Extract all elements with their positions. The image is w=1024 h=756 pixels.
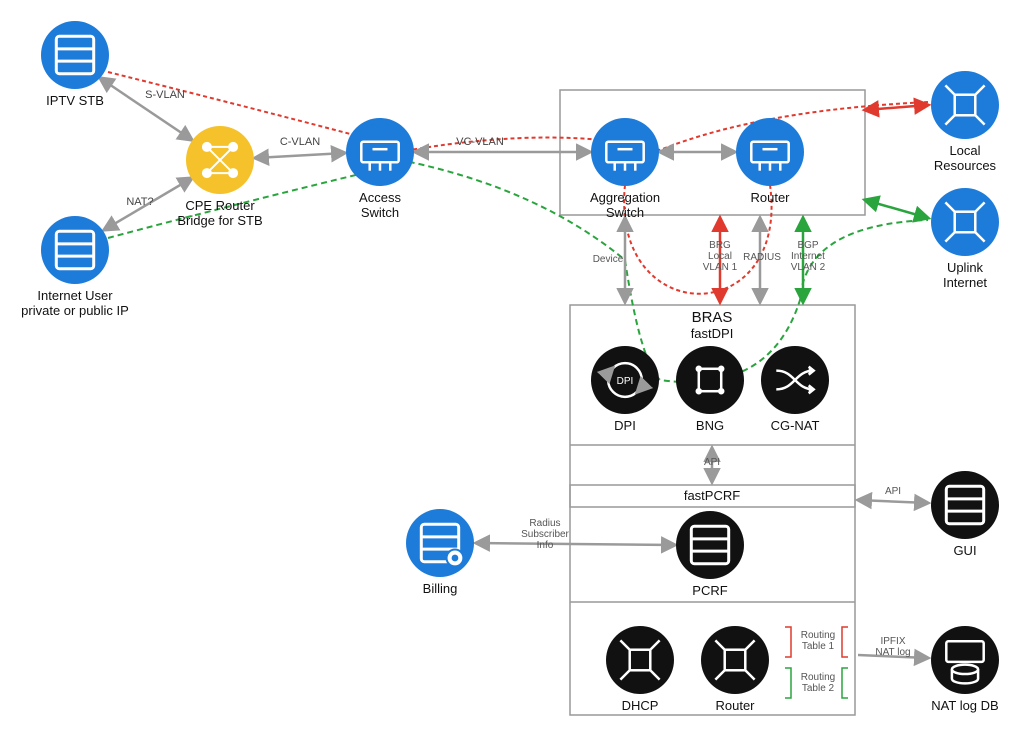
svg-text:Billing: Billing	[423, 581, 458, 596]
lbl-bill2: Subscriber	[521, 529, 569, 540]
svg-text:Access: Access	[359, 190, 401, 205]
lbl-radius: RADIUS	[743, 252, 781, 263]
edge-iptv-cpe	[100, 78, 192, 140]
lbl-bill3: Info	[537, 540, 554, 551]
svg-text:CPE Router: CPE Router	[185, 198, 255, 213]
node-iptv: IPTV STB	[41, 21, 109, 108]
lbl-bill1: Radius	[529, 518, 560, 529]
node-dpi: DPI DPI	[591, 346, 659, 433]
lbl-bgp2: Internet	[791, 251, 825, 262]
node-billing: Billing	[406, 509, 474, 596]
svg-text:Switch: Switch	[361, 205, 399, 220]
svg-text:Router: Router	[750, 190, 790, 205]
lbl-rt2a: Routing	[801, 672, 835, 683]
node-local: LocalResources	[931, 71, 999, 173]
lbl-nat: NAT?	[126, 196, 153, 208]
edge-pcrf-billing	[476, 543, 675, 545]
edge-cpe-access	[255, 153, 345, 158]
node-natdb: NAT log DB	[931, 626, 999, 713]
svg-text:CG-NAT: CG-NAT	[771, 418, 820, 433]
svg-text:Internet: Internet	[943, 275, 987, 290]
node-access: AccessSwitch	[346, 118, 414, 220]
node-dhcp: DHCP	[606, 626, 674, 713]
node-cgnat: CG-NAT	[761, 346, 829, 433]
node-pcrf: PCRF	[676, 511, 744, 598]
svg-text:private or public IP: private or public IP	[21, 303, 129, 318]
bras-label: BRAS	[692, 309, 733, 326]
lbl-brg2: Local	[708, 251, 732, 262]
svg-text:Uplink: Uplink	[947, 260, 984, 275]
svg-text:Switch: Switch	[606, 205, 644, 220]
svg-text:Bridge for STB: Bridge for STB	[177, 213, 262, 228]
edge-router-uplink	[865, 200, 928, 218]
lbl-rt1a: Routing	[801, 630, 835, 641]
lbl-device: Device	[593, 254, 624, 265]
svg-text:BNG: BNG	[696, 418, 724, 433]
node-router2: Router	[701, 626, 769, 713]
node-gui: GUI	[931, 471, 999, 558]
svg-text:Resources: Resources	[934, 158, 997, 173]
svg-text:Internet User: Internet User	[37, 288, 113, 303]
svg-text:DPI: DPI	[614, 418, 636, 433]
lbl-cvlan: C-VLAN	[280, 136, 320, 148]
node-agg: AggregationSwitch	[590, 118, 660, 220]
node-uplink: UplinkInternet	[931, 188, 999, 290]
lbl-nat2: NAT log	[875, 647, 910, 658]
svg-text:IPTV STB: IPTV STB	[46, 93, 104, 108]
svg-text:GUI: GUI	[953, 543, 976, 558]
svg-text:Router: Router	[715, 698, 755, 713]
lbl-rt2b: Table 2	[802, 683, 835, 694]
node-cpe: CPE RouterBridge for STB	[177, 126, 262, 228]
svg-text:DHCP: DHCP	[622, 698, 659, 713]
lbl-svlan: S-VLAN	[145, 89, 185, 101]
lbl-bgp3: VLAN 2	[791, 262, 826, 273]
fastpcrf-label: fastPCRF	[684, 488, 740, 503]
node-bng: BNG	[676, 346, 744, 433]
svg-text:DPI: DPI	[617, 376, 634, 387]
svg-text:Local: Local	[949, 143, 980, 158]
lbl-rt1b: Table 1	[802, 641, 835, 652]
lbl-brg3: VLAN 1	[703, 262, 738, 273]
svg-text:NAT log DB: NAT log DB	[931, 698, 998, 713]
lbl-brg1: BRG	[709, 240, 731, 251]
edge-pcrf-gui	[858, 500, 928, 503]
lbl-api1: API	[704, 457, 720, 468]
lbl-bgp1: BGP	[797, 240, 818, 251]
lbl-api2: API	[885, 486, 901, 497]
lbl-vcvlan: VC-VLAN	[456, 136, 504, 148]
lbl-nat1: IPFIX	[880, 636, 905, 647]
svg-text:PCRF: PCRF	[692, 583, 727, 598]
fastdpi-label: fastDPI	[691, 326, 734, 341]
edge-router-local	[865, 105, 928, 110]
svg-text:Aggregation: Aggregation	[590, 190, 660, 205]
node-inet_user: Internet Userprivate or public IP	[21, 216, 129, 318]
node-router: Router	[736, 118, 804, 205]
